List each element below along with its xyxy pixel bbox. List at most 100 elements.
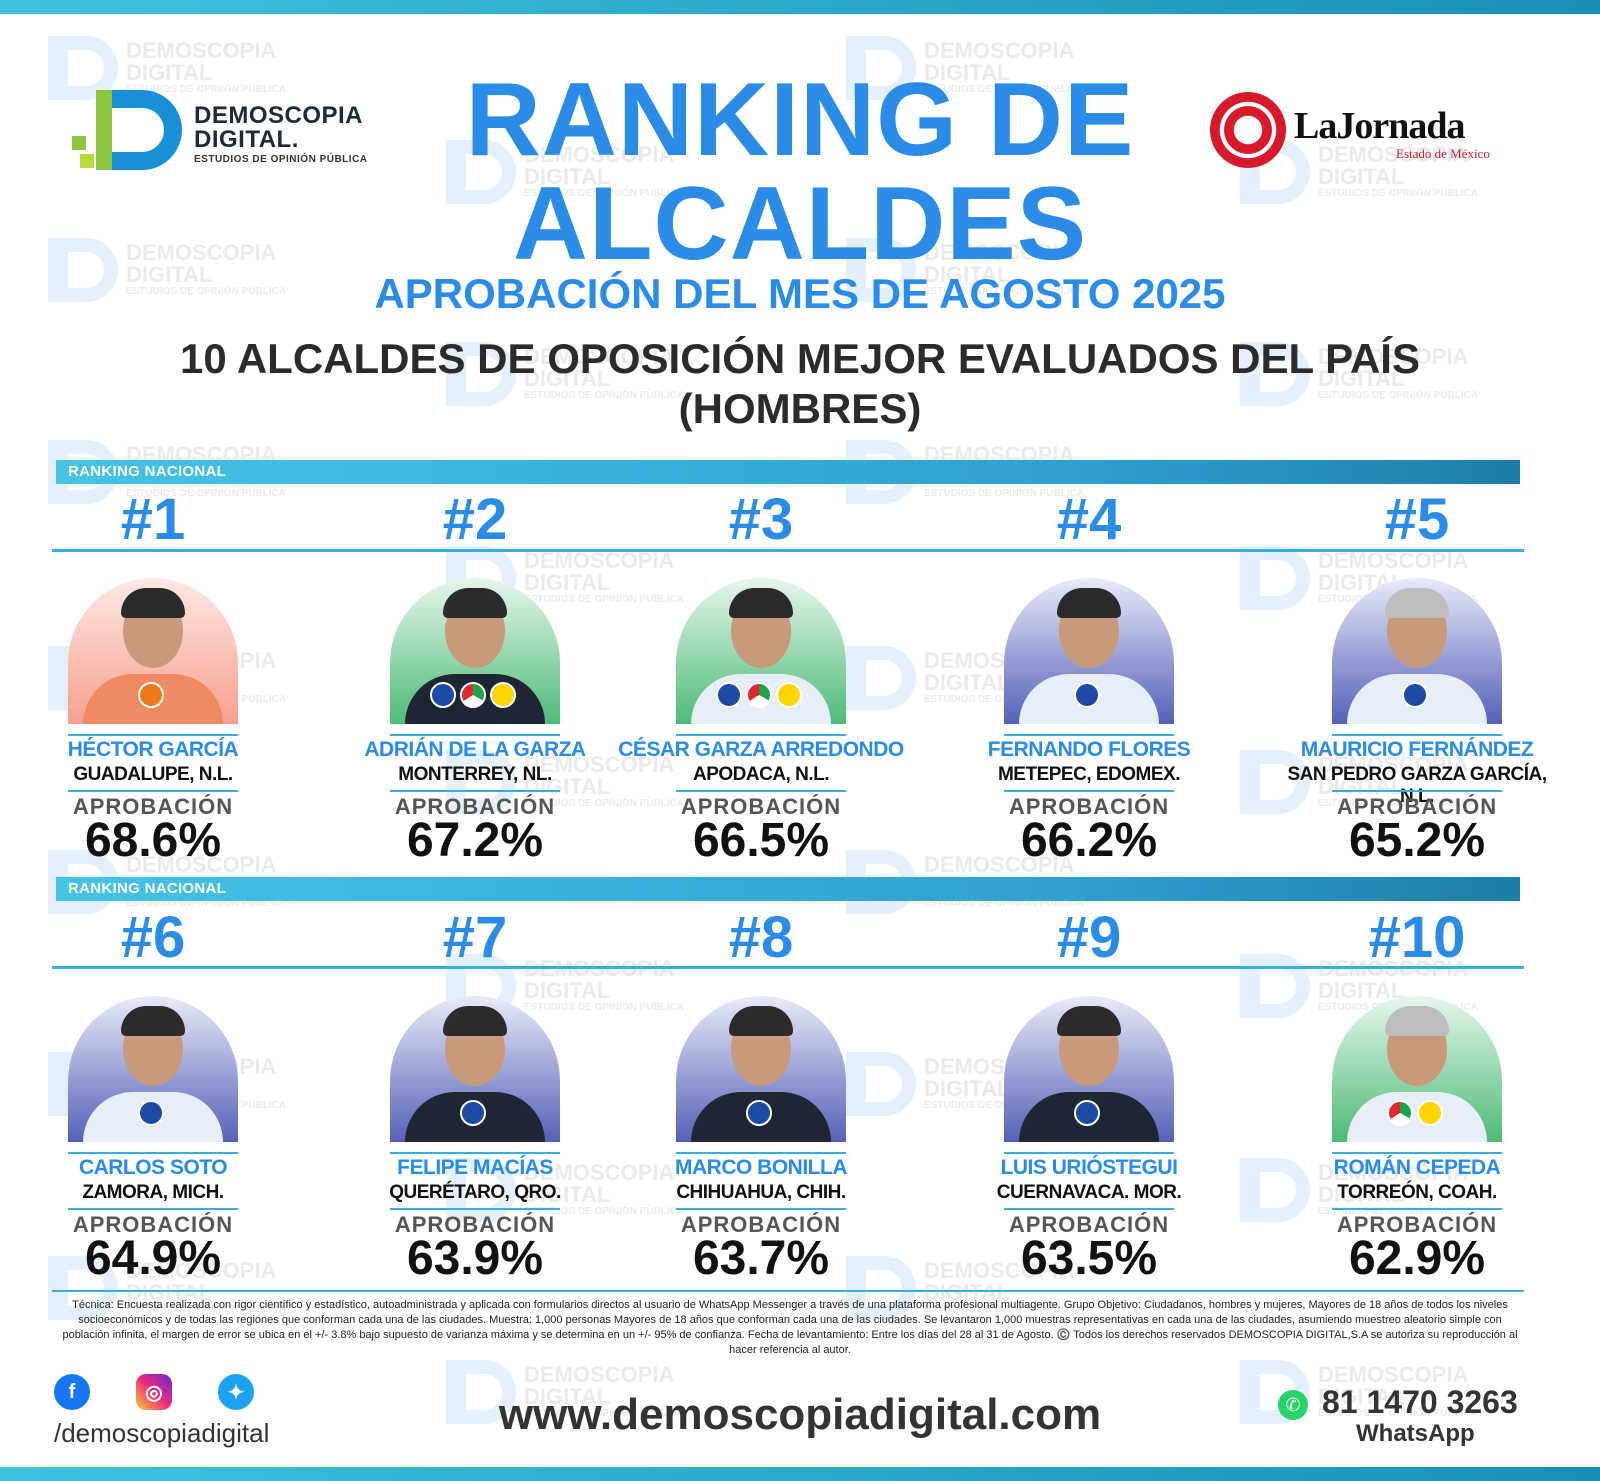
party-prd-icon — [490, 682, 516, 708]
mayor-photo — [68, 578, 238, 724]
instagram-icon[interactable]: ◎ — [136, 1374, 172, 1410]
rank-line-2 — [52, 966, 1524, 969]
lajornada-name: LaJornada — [1294, 105, 1465, 147]
lajornada-sub: Estado de México — [1396, 146, 1490, 161]
mayor-photo — [68, 996, 238, 1142]
title-line1: RANKING DE — [465, 62, 1135, 178]
party-pan-icon — [1402, 682, 1428, 708]
party-pri-icon — [1387, 1100, 1413, 1126]
rank-number: #7 — [442, 905, 508, 970]
rank-number: #2 — [442, 487, 508, 552]
party-pan-icon — [430, 682, 456, 708]
party-pan-icon — [716, 682, 742, 708]
party-pan-icon — [1074, 1100, 1100, 1126]
mayor-name: CÉSAR GARZA ARREDONDO — [618, 738, 904, 761]
mayor-city: GUADALUPE, N.L. — [73, 764, 233, 785]
demoscopia-logo: DEMOSCOPIA DIGITAL. ESTUDIOS DE OPINIÓN … — [72, 86, 392, 176]
approval-value: 68.6% — [84, 814, 222, 867]
approval-value: 66.5% — [692, 814, 830, 867]
section-label: RANKING NACIONAL — [68, 463, 227, 480]
mayor-name: CARLOS SOTO — [78, 1156, 228, 1179]
approval-label: APROBACIÓN — [72, 1212, 234, 1237]
mayor-card: #6 CARLOS SOTO ZAMORA, MICH. APROBACIÓN … — [8, 905, 298, 1284]
mayor-city: METEPEC, EDOMEX. — [997, 764, 1181, 785]
top-accent-bar — [0, 0, 1600, 14]
mayor-photo — [1004, 996, 1174, 1142]
rank-number: #6 — [120, 905, 186, 970]
rank-number: #4 — [1056, 487, 1122, 552]
mayor-name: HÉCTOR GARCÍA — [67, 738, 239, 761]
mayor-photo — [676, 578, 846, 724]
mayor-photo — [1004, 578, 1174, 724]
mayor-photo — [390, 996, 560, 1142]
party-pan-icon — [1074, 682, 1100, 708]
mayor-name: ROMÁN CEPEDA — [1333, 1156, 1501, 1179]
mayor-city: TORREÓN, COAH. — [1337, 1182, 1497, 1203]
mayor-card: #7 FELIPE MACÍAS QUERÉTARO, QRO. APROBAC… — [330, 905, 620, 1284]
mayor-name: ADRIÁN DE LA GARZA — [364, 738, 586, 761]
twitter-icon[interactable]: ✦ — [218, 1374, 254, 1410]
party-prd-icon — [1417, 1100, 1443, 1126]
rank-number: #8 — [728, 905, 794, 970]
mayor-photo — [676, 996, 846, 1142]
mayor-card: #3 CÉSAR GARZA ARREDONDO APODACA, N.L. A… — [616, 487, 906, 866]
mayor-city: CHIHUAHUA, CHIH. — [676, 1182, 846, 1203]
rank-number: #5 — [1384, 487, 1450, 552]
mayor-photo — [1332, 996, 1502, 1142]
logo-line3: ESTUDIOS DE OPINIÓN PÚBLICA — [194, 154, 368, 165]
title-line2: ALCALDES — [512, 166, 1088, 282]
party-pan-icon — [460, 1100, 486, 1126]
approval-label: APROBACIÓN — [394, 794, 556, 819]
approval-value: 62.9% — [1348, 1232, 1486, 1285]
mayor-city: ZAMORA, MICH. — [82, 1182, 224, 1203]
logo-line2: DIGITAL. — [194, 126, 299, 153]
heading-line2: (HOMBRES) — [678, 385, 922, 432]
approval-value: 66.2% — [1020, 814, 1158, 867]
lajornada-logo: LaJornada Estado de México — [1210, 92, 1520, 172]
mayor-card: #9 LUIS URIÓSTEGUI CUERNAVACA. MOR. APRO… — [944, 908, 1234, 1284]
whatsapp-icon: ✆ — [1278, 1390, 1308, 1420]
sun-icon — [1210, 92, 1286, 168]
whatsapp-number: 81 1470 3263 — [1322, 1384, 1518, 1420]
mayor-card: #10 ROMÁN CEPEDA TORREÓN, COAH. APROBACI… — [1272, 905, 1562, 1284]
approval-label: APROBACIÓN — [1336, 1212, 1498, 1237]
demoscopia-d-icon — [72, 86, 182, 172]
logo-line1: DEMOSCOPIA — [194, 102, 364, 129]
section-bar-2: RANKING NACIONAL — [56, 877, 1520, 901]
mayor-card: #1 HÉCTOR GARCÍA GUADALUPE, N.L. APROBAC… — [8, 490, 298, 866]
rank-number: #3 — [728, 487, 794, 552]
bottom-accent-bar — [0, 1467, 1600, 1481]
mayor-name: MARCO BONILLA — [675, 1156, 847, 1179]
rank-number: #10 — [1368, 905, 1466, 970]
mayor-card: #2 ADRIÁN DE LA GARZA MONTERREY, NL. APR… — [330, 487, 620, 866]
subtitle: APROBACIÓN DEL MES DE AGOSTO 2025 — [374, 270, 1226, 317]
approval-value: 64.9% — [84, 1232, 222, 1285]
mayor-name: FERNANDO FLORES — [987, 738, 1191, 761]
approval-value: 67.2% — [406, 814, 544, 867]
mayor-photo — [1332, 578, 1502, 724]
approval-label: APROBACIÓN — [1008, 794, 1170, 819]
party-mc-icon — [138, 682, 164, 708]
approval-value: 63.9% — [406, 1232, 544, 1285]
social-links: f ◎ ✦ /demoscopiadigital — [54, 1374, 314, 1448]
approval-value: 63.5% — [1020, 1232, 1158, 1285]
facebook-icon[interactable]: f — [54, 1374, 90, 1410]
approval-value: 65.2% — [1348, 814, 1486, 867]
methodology-text: Técnica: Encuesta realizada con rigor ci… — [62, 1299, 1518, 1356]
website-link[interactable]: www.demoscopiadigital.com — [498, 1390, 1102, 1439]
mayor-name: FELIPE MACÍAS — [397, 1156, 553, 1179]
mayor-card: #5 MAURICIO FERNÁNDEZ SAN PEDRO GARZA GA… — [1272, 487, 1562, 866]
mayor-city: APODACA, N.L. — [693, 764, 830, 785]
mayor-card: #4 FERNANDO FLORES METEPEC, EDOMEX. APRO… — [944, 487, 1234, 866]
approval-label: APROBACIÓN — [394, 1212, 556, 1237]
social-handle[interactable]: /demoscopiadigital — [54, 1418, 270, 1448]
mayor-name: MAURICIO FERNÁNDEZ — [1300, 738, 1534, 761]
footer-divider — [52, 1290, 1524, 1292]
party-pri-icon — [460, 682, 486, 708]
whatsapp-contact[interactable]: ✆ 81 1470 3263 WhatsApp — [1278, 1384, 1538, 1454]
whatsapp-label: WhatsApp — [1356, 1420, 1475, 1447]
mayor-photo — [390, 578, 560, 724]
section-bar-1: RANKING NACIONAL — [56, 460, 1520, 484]
heading-line1: 10 ALCALDES DE OPOSICIÓN MEJOR EVALUADOS… — [180, 335, 1420, 382]
party-pri-icon — [746, 682, 772, 708]
